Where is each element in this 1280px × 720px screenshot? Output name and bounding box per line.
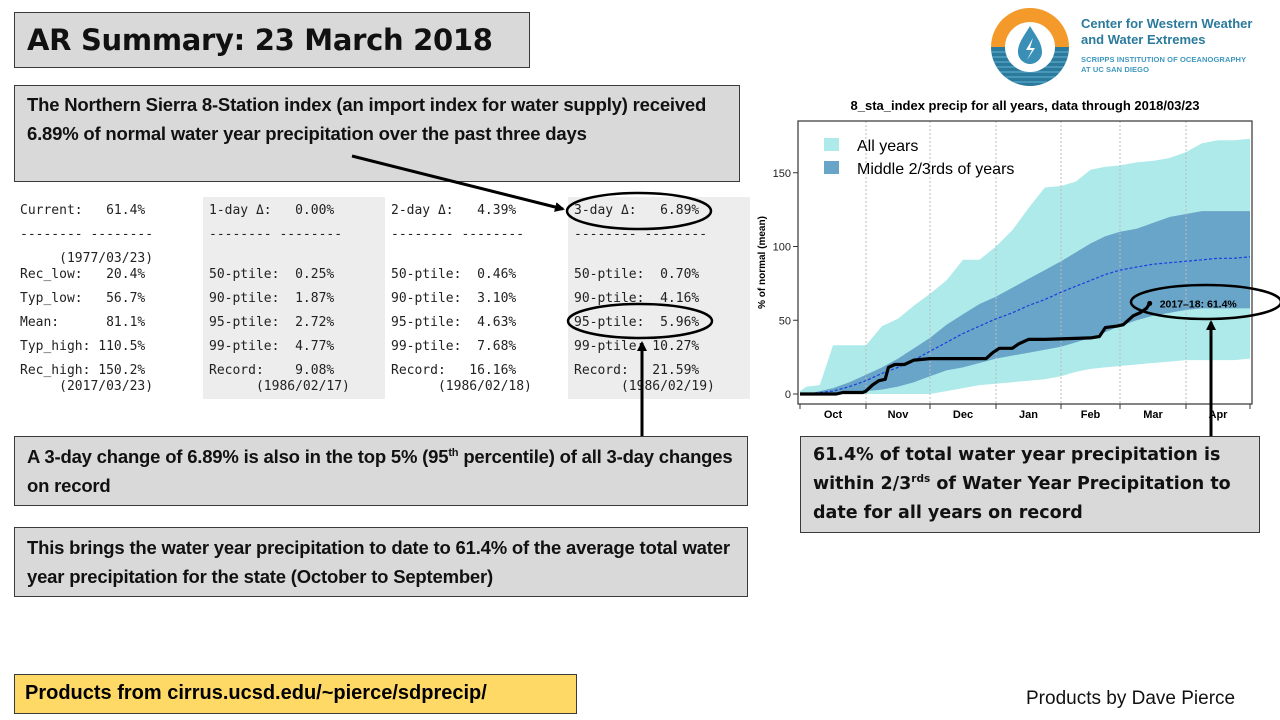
stats-date: (1986/02/17) (209, 379, 350, 394)
stats-row: Typ_low: 56.7% (20, 291, 146, 306)
stats-header: Current: 61.4% (20, 203, 146, 218)
credit-text: Products by Dave Pierce (1026, 688, 1236, 709)
stats-row: 99-ptile: 7.68% (391, 339, 517, 354)
y-tick-label: 150 (773, 168, 791, 180)
stats-divider: -------- -------- (391, 227, 525, 242)
stats-column: 3-day Δ: 6.89% -------- -------- 50-ptile:… (568, 197, 750, 399)
stats-row: Typ_high: 110.5% (20, 339, 146, 354)
stats-row: Record: 21.59% (574, 363, 700, 378)
stats-row: Rec_high: 150.2% (20, 363, 146, 378)
stats-row: 50-ptile: 0.70% (574, 267, 700, 282)
callout-percentile-text: A 3-day change of 6.89% is also in the t… (27, 446, 449, 467)
stats-row: 90-ptile: 1.87% (209, 291, 335, 306)
stats-header: 1-day Δ: 0.00% (209, 203, 335, 218)
callout-percentile-sup: th (448, 446, 459, 459)
x-tick-label: Feb (1081, 409, 1101, 421)
stats-row: 95-ptile: 2.72% (209, 315, 335, 330)
stats-row: 90-ptile: 4.16% (574, 291, 700, 306)
stats-date: (1986/02/19) (574, 379, 715, 394)
stats-column: Current: 61.4% -------- -------- (1977/03… (14, 197, 203, 399)
x-tick-label: Mar (1143, 409, 1163, 421)
callout-percentile-text-end: percentile) of all 3-day changes on reco… (27, 446, 733, 496)
middle-two-thirds-band (800, 211, 1250, 394)
callout-three-day-precip: The Northern Sierra 8-Station index (an … (14, 85, 740, 182)
legend-swatch-all-years (824, 138, 839, 151)
stats-row: 50-ptile: 0.46% (391, 267, 517, 282)
callout-water-year-total: This brings the water year precipitation… (14, 527, 748, 597)
stats-row: 95-ptile: 4.63% (391, 315, 517, 330)
cw3e-logo: Center for Western Weather and Water Ext… (990, 6, 1280, 90)
y-tick-label: 0 (785, 389, 791, 401)
current-year-endpoint (1147, 300, 1153, 306)
callout-percentile: A 3-day change of 6.89% is also in the t… (14, 436, 748, 506)
stats-row: 90-ptile: 3.10% (391, 291, 517, 306)
y-axis-label: % of normal (mean) (757, 216, 768, 309)
legend-label-middle: Middle 2/3rds of years (857, 161, 1014, 178)
stats-column: 2-day Δ: 4.39% -------- -------- 50-ptile:… (385, 197, 568, 399)
current-year-line (800, 302, 1152, 396)
stats-row: Mean: 81.1% (20, 315, 146, 330)
callout-right-text: 61.4% of total water year precipitation … (813, 445, 1221, 494)
stats-date: (1977/03/23) (20, 251, 154, 266)
stats-header: 3-day Δ: 6.89% (574, 203, 700, 218)
all-years-band (800, 138, 1250, 394)
callout-right-text-end: of Water Year Precipitation to date for … (813, 474, 1231, 523)
logo-name-line1: Center for Western Weather (1081, 16, 1253, 31)
precip-stats-table: Current: 61.4% -------- -------- (1977/03… (14, 197, 750, 399)
y-tick-label: 100 (773, 242, 791, 254)
stats-divider: -------- -------- (20, 227, 154, 242)
stats-row: 99-ptile: 4.77% (209, 339, 335, 354)
plot-frame (797, 120, 1253, 405)
x-tick-label: Nov (888, 409, 910, 421)
water-drop-lightning-icon (991, 8, 1069, 86)
x-tick-label: Jan (1019, 409, 1038, 421)
stats-row: Record: 9.08% (209, 363, 335, 378)
callout-middle-two-thirds: 61.4% of total water year precipitation … (800, 436, 1260, 533)
stats-row: 95-ptile: 5.96% (574, 315, 700, 330)
current-year-label: 2017–18: 61.4% (1160, 298, 1238, 310)
x-tick-label: Oct (824, 409, 843, 421)
logo-name-line2: and Water Extremes (1081, 32, 1206, 47)
stats-header: 2-day Δ: 4.39% (391, 203, 517, 218)
stats-date: (1986/02/18) (391, 379, 532, 394)
x-tick-label: Dec (953, 409, 973, 421)
stats-row: Rec_low: 20.4% (20, 267, 146, 282)
stats-row: 50-ptile: 0.25% (209, 267, 335, 282)
legend-swatch-middle (824, 161, 839, 174)
products-url-link[interactable]: Products from cirrus.ucsd.edu/~pierce/sd… (14, 674, 577, 714)
stats-column: 1-day Δ: 0.00% -------- -------- 50-ptile:… (203, 197, 385, 399)
stats-row: 99-ptile: 10.27% (574, 339, 700, 354)
stats-row: Record: 16.16% (391, 363, 517, 378)
logo-sub-line1: SCRIPPS INSTITUTION OF OCEANOGRAPHY (1081, 55, 1247, 64)
page-title: AR Summary: 23 March 2018 (14, 12, 530, 68)
stats-divider: -------- -------- (209, 227, 343, 242)
x-tick-label: Apr (1209, 409, 1229, 421)
stats-date: (2017/03/23) (20, 379, 154, 394)
chart-title: 8_sta_index precip for all years, data t… (851, 98, 1200, 113)
legend-label-all-years: All years (857, 138, 918, 155)
callout-right-sup: rds (911, 473, 931, 486)
logo-sub-line2: AT UC SAN DIEGO (1081, 65, 1150, 74)
stats-divider: -------- -------- (574, 227, 708, 242)
precip-chart: 8_sta_index precip for all years, data t… (757, 98, 1253, 421)
y-tick-label: 50 (779, 315, 791, 327)
logo-affiliation: SCRIPPS INSTITUTION OF OCEANOGRAPHY AT U… (1081, 55, 1246, 75)
logo-org-name: Center for Western Weather and Water Ext… (1081, 16, 1252, 48)
